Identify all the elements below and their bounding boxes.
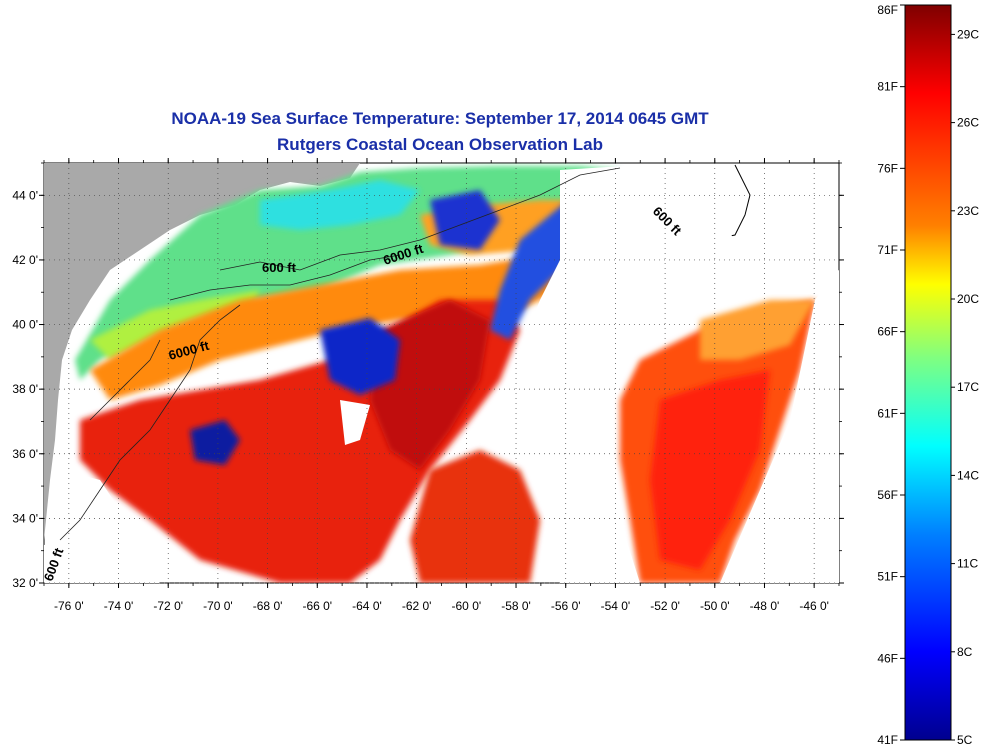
colorbar-c-label: 8C: [957, 645, 973, 659]
colorbar-c-label: 11C: [957, 557, 978, 571]
land-mass: [44, 163, 360, 540]
colorbar-f-label: 71F: [877, 243, 898, 257]
colorbar-f-label: 46F: [877, 651, 898, 665]
lon-tick-label: -62 0': [402, 599, 432, 613]
lon-tick-label: -48 0': [750, 599, 780, 613]
lon-tick-label: -72 0': [153, 599, 183, 613]
lon-tick-label: -74 0': [104, 599, 134, 613]
map-subtitle: Rutgers Coastal Ocean Observation Lab: [277, 135, 603, 154]
colorbar-f-label: 61F: [877, 406, 898, 420]
colorbar-f-label: 41F: [877, 733, 898, 747]
colorbar: [904, 4, 952, 741]
sst-imagery: [44, 163, 839, 583]
colorbar-f-label: 81F: [877, 80, 898, 94]
lon-tick-label: -52 0': [650, 599, 680, 613]
lon-tick-label: -54 0': [601, 599, 631, 613]
contour-label-600ft-a: 600 ft: [262, 260, 297, 275]
lon-tick-label: -58 0': [501, 599, 531, 613]
bathymetry-contours: [59, 167, 621, 541]
lat-tick-label: 42 0': [12, 253, 38, 267]
map-axes: -76 0' -74 0' -72 0' -70 0' -68 0' -66 0' -64 …: [12, 158, 844, 613]
map-title: NOAA-19 Sea Surface Temperature: Septemb…: [171, 109, 709, 128]
lon-tick-label: -68 0': [253, 599, 283, 613]
colorbar-c-label: 20C: [957, 292, 979, 306]
colorbar-c-label: 17C: [957, 380, 979, 394]
lon-tick-label: -70 0': [203, 599, 233, 613]
colorbar-labels: 86F 81F 76F 71F 66F 61F 56F 51F 46F 41F 29C 26C 23C 2…: [877, 3, 979, 747]
colorbar-f-label: 56F: [877, 488, 898, 502]
lon-tick-label: -60 0': [452, 599, 482, 613]
lon-tick-label: -76 0': [54, 599, 84, 613]
map-grid: [44, 163, 839, 584]
lon-tick-label: -50 0': [700, 599, 730, 613]
lon-tick-label: -56 0': [551, 599, 581, 613]
colorbar-f-label: 51F: [877, 570, 898, 584]
lat-tick-label: 32 0': [12, 576, 38, 590]
colorbar-c-label: 26C: [957, 116, 979, 130]
lat-tick-label: 44 0': [12, 188, 38, 202]
colorbar-f-label: 86F: [877, 3, 898, 17]
lon-tick-label: -66 0': [302, 599, 332, 613]
lon-tick-label: -64 0': [352, 599, 382, 613]
colorbar-c-label: 14C: [957, 468, 979, 482]
lat-tick-label: 38 0': [12, 382, 38, 396]
colorbar-c-label: 5C: [957, 733, 973, 747]
lat-tick-label: 36 0': [12, 447, 38, 461]
colorbar-f-label: 76F: [877, 161, 898, 175]
lat-tick-label: 40 0': [12, 318, 38, 332]
colorbar-c-label: 29C: [957, 27, 979, 41]
colorbar-f-label: 66F: [877, 325, 898, 339]
colorbar-c-label: 23C: [957, 204, 979, 218]
lat-tick-label: 34 0': [12, 511, 38, 525]
lon-tick-label: -46 0': [799, 599, 829, 613]
